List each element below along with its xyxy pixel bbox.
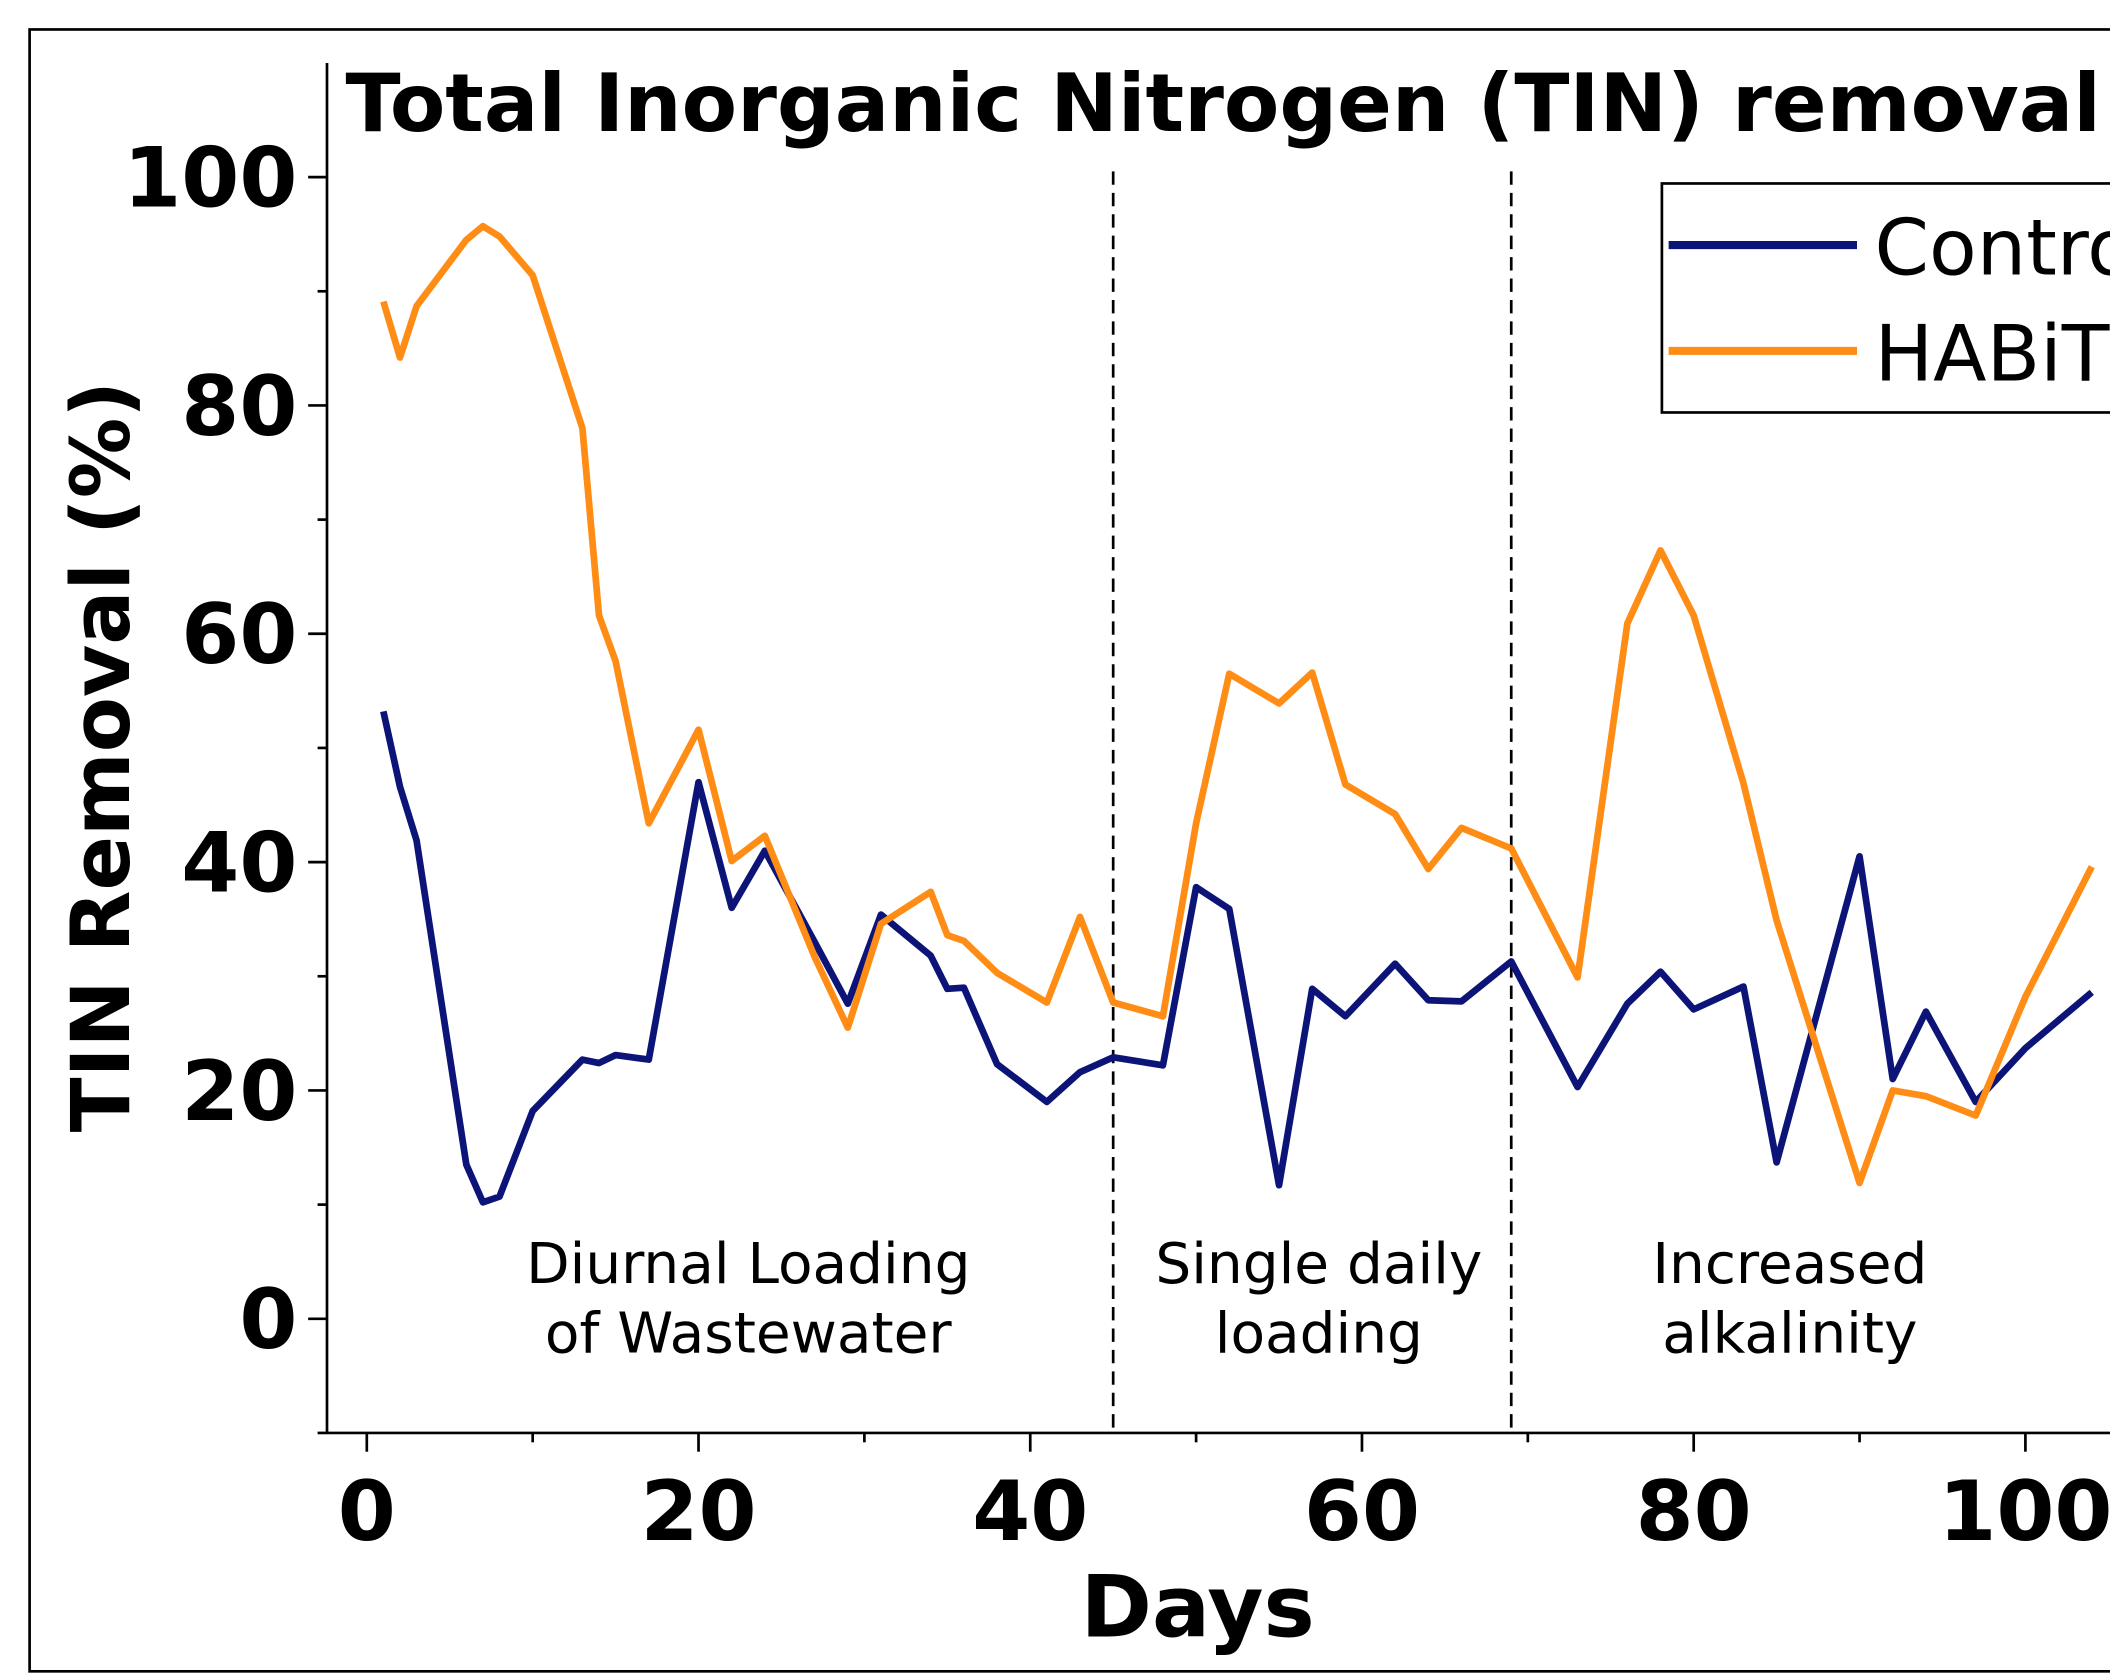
legend-label: HABiTS bbox=[1875, 310, 2110, 400]
data-line bbox=[380, 710, 2094, 1206]
annotation: Increased bbox=[1652, 1232, 1927, 1297]
y-tick-label: 60 bbox=[181, 586, 297, 683]
x-tick-label: 0 bbox=[338, 1463, 396, 1560]
legend-label: Control bbox=[1875, 204, 2110, 294]
data-line bbox=[380, 222, 2095, 1187]
x-tick-label: 80 bbox=[1636, 1463, 1752, 1560]
frame bbox=[28, 28, 2110, 1673]
annotation: Diurnal Loading bbox=[526, 1232, 970, 1297]
x-axis-label: Days bbox=[1080, 1558, 1314, 1658]
y-axis-label: TIN Removal (%) bbox=[54, 381, 148, 1132]
y-tick-label: 40 bbox=[181, 815, 297, 912]
chart-title: Total Inorganic Nitrogen (TIN) removal bbox=[346, 56, 2101, 150]
annotation: of Wastewater bbox=[545, 1302, 953, 1367]
y-tick-label: 80 bbox=[181, 358, 297, 455]
x-tick-label: 20 bbox=[640, 1463, 756, 1560]
legend-box bbox=[1660, 182, 2110, 414]
x-tick-label: 60 bbox=[1304, 1463, 1420, 1560]
annotation: Single daily bbox=[1155, 1232, 1482, 1297]
x-tick-label: 40 bbox=[972, 1463, 1088, 1560]
y-tick-label: 20 bbox=[181, 1043, 297, 1140]
annotation: loading bbox=[1215, 1302, 1423, 1367]
x-tick-label: 100 bbox=[1938, 1463, 2110, 1560]
annotation: alkalinity bbox=[1662, 1302, 1917, 1367]
y-tick-label: 0 bbox=[239, 1271, 297, 1368]
y-tick-label: 100 bbox=[123, 130, 297, 227]
